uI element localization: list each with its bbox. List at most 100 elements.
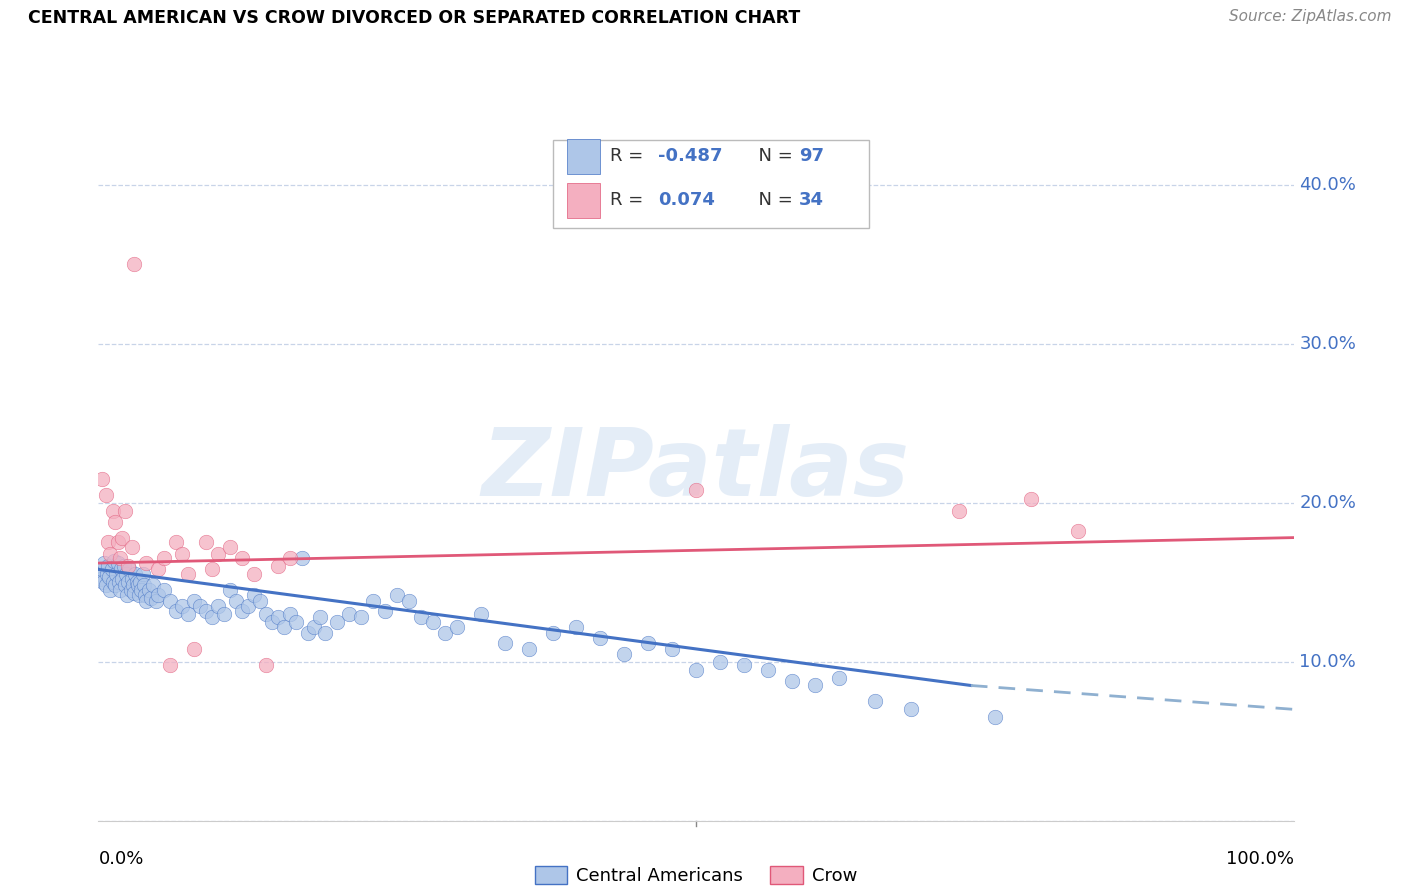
Point: [172, 599, 194, 613]
Point: [411, 610, 433, 624]
Point: [733, 657, 755, 672]
Point: [243, 567, 266, 582]
Text: Source: ZipAtlas.com: Source: ZipAtlas.com: [1229, 9, 1392, 24]
Text: CENTRAL AMERICAN VS CROW DIVORCED OR SEPARATED CORRELATION CHART: CENTRAL AMERICAN VS CROW DIVORCED OR SEP…: [28, 9, 800, 27]
Point: [98, 547, 122, 561]
Point: [91, 575, 114, 590]
Point: [231, 604, 253, 618]
Point: [117, 575, 139, 590]
Point: [804, 678, 827, 692]
Point: [177, 607, 200, 621]
Point: [201, 610, 224, 624]
Point: [91, 472, 114, 486]
Point: [128, 588, 150, 602]
Point: [127, 578, 149, 592]
Point: [131, 583, 153, 598]
Point: [183, 594, 205, 608]
Point: [117, 559, 139, 574]
Point: [124, 586, 146, 600]
Text: 97: 97: [799, 147, 824, 166]
Point: [983, 710, 1005, 724]
Point: [98, 570, 121, 584]
Point: [94, 488, 117, 502]
Point: [517, 641, 540, 656]
Point: [121, 572, 143, 586]
Point: [165, 535, 187, 549]
Point: [100, 562, 122, 576]
Point: [131, 567, 153, 582]
Point: [470, 607, 492, 621]
Point: [446, 620, 468, 634]
Bar: [567, 183, 600, 218]
Point: [236, 599, 259, 613]
Point: [153, 583, 176, 598]
Point: [1067, 524, 1090, 539]
Point: [302, 620, 325, 634]
Point: [863, 694, 886, 708]
Point: [231, 551, 253, 566]
Point: [124, 567, 146, 582]
Point: [948, 503, 970, 517]
Point: [103, 554, 125, 568]
Point: [145, 594, 167, 608]
Point: [541, 626, 564, 640]
Point: [114, 578, 136, 592]
Point: [267, 610, 290, 624]
Text: 100.0%: 100.0%: [1226, 850, 1294, 868]
Point: [326, 615, 349, 629]
Point: [120, 583, 142, 598]
Point: [97, 535, 120, 549]
Point: [142, 578, 165, 592]
Point: [756, 663, 779, 677]
Text: 10.0%: 10.0%: [1299, 653, 1357, 671]
Point: [207, 547, 229, 561]
Point: [363, 594, 385, 608]
Point: [433, 626, 456, 640]
Point: [1019, 492, 1042, 507]
Point: [225, 594, 247, 608]
Point: [374, 604, 396, 618]
Point: [135, 556, 157, 570]
Point: [110, 562, 132, 576]
Point: [93, 556, 115, 570]
Point: [89, 567, 111, 582]
Point: [165, 604, 187, 618]
Point: [589, 631, 612, 645]
Point: [101, 503, 124, 517]
Point: [201, 562, 224, 576]
Point: [709, 655, 731, 669]
Point: [135, 594, 157, 608]
Point: [900, 702, 922, 716]
Point: [260, 615, 283, 629]
Point: [107, 575, 129, 590]
Text: R =: R =: [610, 192, 655, 210]
Point: [104, 515, 127, 529]
Point: [637, 635, 659, 649]
Text: -0.487: -0.487: [658, 147, 723, 166]
Point: [132, 578, 155, 592]
Point: [107, 556, 129, 570]
Point: [125, 575, 148, 590]
Point: [278, 551, 301, 566]
Point: [398, 594, 420, 608]
Point: [194, 604, 217, 618]
Point: [194, 535, 217, 549]
Point: [122, 578, 145, 592]
Point: [350, 610, 373, 624]
Point: [97, 559, 120, 574]
Point: [111, 531, 134, 545]
Point: [219, 540, 242, 554]
Point: [94, 578, 117, 592]
Point: [828, 671, 851, 685]
Point: [159, 594, 181, 608]
Point: [121, 540, 143, 554]
Point: [278, 607, 301, 621]
Point: [290, 551, 312, 566]
Point: [98, 583, 122, 598]
Point: [207, 599, 229, 613]
Point: [308, 610, 330, 624]
Point: [91, 562, 114, 576]
Point: [107, 535, 129, 549]
Point: [219, 583, 242, 598]
Point: [685, 483, 707, 497]
